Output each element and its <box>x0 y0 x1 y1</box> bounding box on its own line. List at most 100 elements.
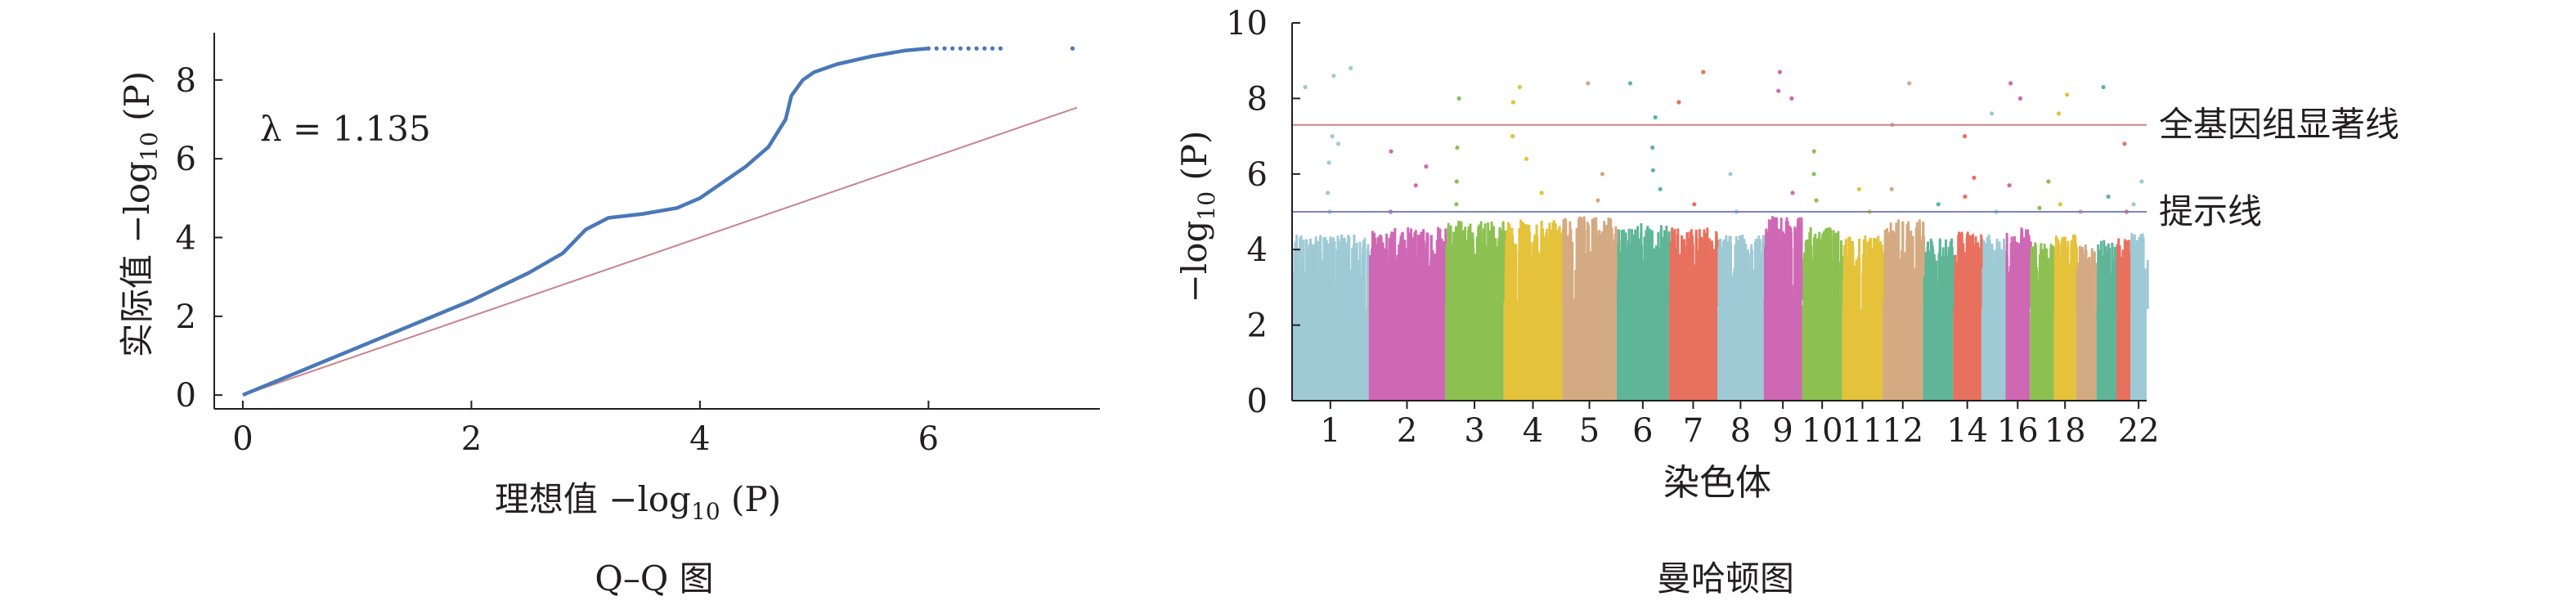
chromosome-6-snp <box>1644 270 1647 305</box>
chromosome-8-snp <box>1738 235 1741 312</box>
chromosome-6-snp <box>1637 252 1640 305</box>
chromosome-7-snp <box>1693 271 1696 307</box>
chromosome-13-snp <box>1944 262 1947 313</box>
chromosome-2-snp <box>1369 289 1372 307</box>
chromosome-8-snp <box>1751 252 1753 312</box>
manhattan-y-axis-label: −log10 (P) <box>1174 131 1220 303</box>
chromosome-2-snp <box>1381 267 1384 307</box>
chromosome-5-snp <box>1588 253 1591 301</box>
chromosome-7-snp <box>1697 249 1700 307</box>
chromosome-21-snp <box>2121 249 2125 313</box>
chromosome-7-snp <box>1710 252 1713 307</box>
chromosome-12-snp <box>1917 250 1920 303</box>
chromosome-8-bulk <box>1717 309 1764 401</box>
chromosome-21-snp <box>2128 262 2131 313</box>
chromosome-9-snp <box>1766 247 1770 301</box>
chromosome-20-outlier <box>2106 194 2111 200</box>
chromosome-18-snp <box>2062 285 2065 312</box>
chromosome-6-snp <box>1658 294 1661 305</box>
chromosome-6-snp <box>1626 247 1629 305</box>
chromosome-6-snp <box>1626 281 1629 305</box>
qq-observed-point <box>998 46 1003 51</box>
chromosome-20-snp <box>2104 267 2107 313</box>
chromosome-4-snp <box>1542 228 1545 303</box>
chromosome-1-snp <box>1329 238 1332 312</box>
chromosome-4-snp <box>1556 270 1560 303</box>
chromosome-6-snp <box>1649 228 1652 305</box>
chromosome-16-points <box>2005 81 2032 401</box>
chromosome-16-outlier <box>2008 81 2013 86</box>
chromosome-8-snp <box>1747 253 1750 312</box>
chromosome-2-snp <box>1380 258 1383 307</box>
chromosome-15-snp <box>1990 244 1994 312</box>
chromosome-1-snp <box>1319 251 1322 312</box>
chromosome-9-snp <box>1779 218 1783 301</box>
chromosome-4-snp <box>1540 221 1543 303</box>
chromosome-5-snp <box>1596 259 1600 301</box>
chromosome-9-outlier <box>1777 70 1782 74</box>
chromosome-13-snp <box>1930 261 1933 313</box>
chromosome-2-snp <box>1425 303 1428 307</box>
chromosome-14-outlier <box>1962 134 1968 139</box>
qq-observed-point <box>990 46 995 51</box>
chromosome-3-snp <box>1453 259 1456 303</box>
chromosome-2-snp <box>1431 249 1434 307</box>
chromosome-1-snp <box>1307 249 1310 312</box>
chromosome-10-snp <box>1823 231 1825 307</box>
chromosome-4-snp <box>1538 257 1542 303</box>
chromosome-10-snp <box>1803 252 1806 307</box>
chromosome-3-snp <box>1473 253 1476 303</box>
qq-plot-panel: 0 2 4 6 0 2 4 6 8 λ = 1.135 理想值 −log10 (P) 实际值 … <box>117 33 1100 599</box>
chromosome-3-snp <box>1464 245 1467 303</box>
chromosome-12-snp <box>1901 222 1905 303</box>
chromosome-8-snp <box>1735 244 1739 312</box>
chromosome-9-snp <box>1771 216 1774 301</box>
manhattan-x-tick-label: 1 <box>1320 412 1340 450</box>
chromosome-21-snp <box>2120 260 2123 313</box>
chromosome-22-outlier <box>2131 202 2136 207</box>
chromosome-3-bulk <box>1445 301 1504 401</box>
chromosome-5-snp <box>1613 240 1616 301</box>
chromosome-11-snp <box>1866 288 1869 312</box>
chromosome-14-points <box>1953 134 1984 401</box>
chromosome-16-snp <box>2020 265 2023 307</box>
chromosome-1-snp <box>1311 244 1314 312</box>
chromosome-10-snp <box>1809 282 1812 307</box>
chromosome-17-snp <box>2038 281 2040 316</box>
chromosome-4-snp <box>1551 224 1555 303</box>
chromosome-7-snp <box>1681 235 1683 307</box>
chromosome-5-snp <box>1575 271 1577 301</box>
chromosome-11-snp <box>1871 281 1874 312</box>
chromosome-22-points <box>2130 179 2149 401</box>
chromosome-7-snp <box>1702 243 1705 307</box>
chromosome-19-snp <box>2076 267 2079 316</box>
chromosome-13-snp <box>1941 247 1945 313</box>
chromosome-18-bulk <box>2053 309 2076 401</box>
chromosome-9-snp <box>1800 218 1803 301</box>
chromosome-19-snp <box>2092 260 2095 316</box>
manhattan-y-tick-label: 0 <box>1247 383 1268 420</box>
chromosome-16-snp <box>2019 250 2022 307</box>
chromosome-10-snp <box>1834 265 1837 307</box>
chromosome-15-snp <box>1987 234 1990 312</box>
chromosome-5-snp <box>1599 240 1602 301</box>
chromosome-3-snp <box>1482 228 1485 303</box>
chromosome-11-snp <box>1871 248 1874 312</box>
chromosome-22-outlier <box>2139 179 2144 184</box>
chromosome-6-snp <box>1659 249 1663 305</box>
chromosome-1-snp <box>1347 295 1350 312</box>
chromosome-14-snp <box>1954 285 1958 309</box>
chromosome-10-snp <box>1813 236 1815 307</box>
chromosome-21-bulk <box>2116 311 2131 401</box>
chromosome-6-outlier <box>1650 145 1655 150</box>
qq-observed-point <box>934 46 939 51</box>
chromosome-4-snp <box>1540 264 1543 303</box>
chromosome-18-snp <box>2071 234 2075 312</box>
chromosome-11-snp <box>1866 241 1869 312</box>
chromosome-4-outlier <box>1510 134 1515 139</box>
chromosome-12-snp <box>1885 229 1888 303</box>
chromosome-2-snp <box>1385 296 1389 307</box>
chromosome-22-snp <box>2140 237 2143 309</box>
chromosome-2-snp <box>1437 284 1440 307</box>
